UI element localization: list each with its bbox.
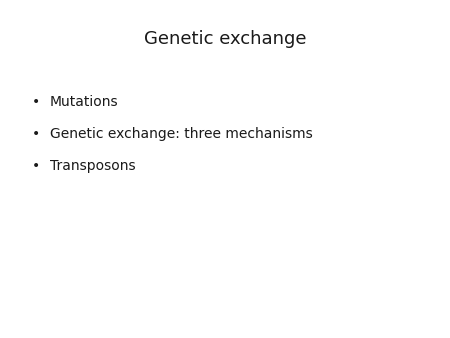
Text: Genetic exchange: three mechanisms: Genetic exchange: three mechanisms <box>50 127 312 141</box>
Text: Transposons: Transposons <box>50 159 135 173</box>
Text: Mutations: Mutations <box>50 95 118 108</box>
Text: •: • <box>32 95 40 108</box>
Text: •: • <box>32 127 40 141</box>
Text: •: • <box>32 159 40 173</box>
Text: Genetic exchange: Genetic exchange <box>144 30 306 48</box>
